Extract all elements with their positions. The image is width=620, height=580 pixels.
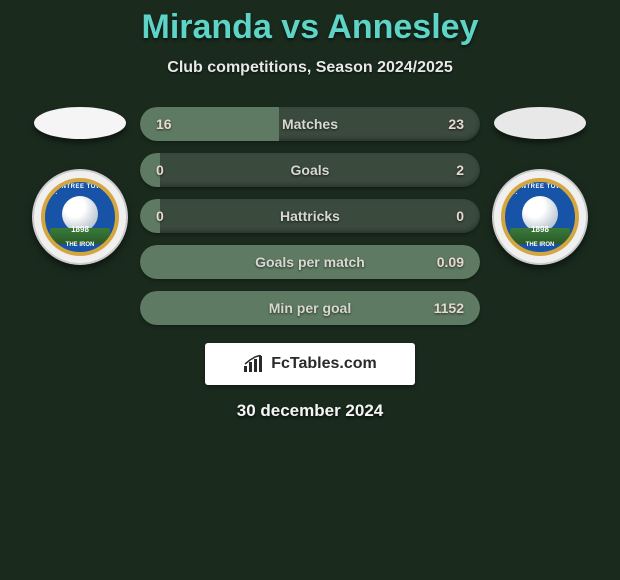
root: Miranda vs Annesley Club competitions, S… (0, 0, 620, 421)
watermark[interactable]: FcTables.com (205, 343, 415, 385)
badge-top-text-left: BRAINTREE TOWN F.C. (45, 184, 115, 196)
stat-bar: Goals per match 0.09 (140, 245, 480, 279)
right-column: BRAINTREE TOWN F.C. 1898 THE IRON (490, 107, 590, 265)
badge-year-left: 1898 (71, 225, 89, 234)
comparison-area: BRAINTREE TOWN F.C. 1898 THE IRON 16 Matc… (0, 107, 620, 325)
stat-bar: 16 Matches 23 (140, 107, 480, 141)
watermark-text: FcTables.com (271, 355, 377, 373)
club-badge-inner-right: BRAINTREE TOWN F.C. 1898 THE IRON (501, 178, 579, 256)
stat-bar: 0 Goals 2 (140, 153, 480, 187)
badge-top-text-right: BRAINTREE TOWN F.C. (505, 184, 575, 196)
badge-year-right: 1898 (531, 225, 549, 234)
stat-right-value: 23 (448, 116, 464, 132)
stat-label: Hattricks (280, 208, 340, 224)
player-photo-placeholder-left (34, 107, 126, 139)
stat-left-value: 0 (156, 162, 164, 178)
stat-label: Min per goal (269, 300, 351, 316)
stat-left-value: 0 (156, 208, 164, 224)
stat-bar: 0 Hattricks 0 (140, 199, 480, 233)
club-badge-inner-left: BRAINTREE TOWN F.C. 1898 THE IRON (41, 178, 119, 256)
left-column: BRAINTREE TOWN F.C. 1898 THE IRON (30, 107, 130, 265)
player-photo-placeholder-right (494, 107, 586, 139)
stat-left-value: 16 (156, 116, 172, 132)
stat-label: Matches (282, 116, 338, 132)
stat-bar: Min per goal 1152 (140, 291, 480, 325)
stat-label: Goals (291, 162, 330, 178)
date-text: 30 december 2024 (0, 401, 620, 421)
chart-icon (243, 355, 265, 373)
club-badge-right: BRAINTREE TOWN F.C. 1898 THE IRON (492, 169, 588, 265)
stat-right-value: 1152 (434, 300, 464, 316)
stat-bars: 16 Matches 23 0 Goals 2 0 Hattricks 0 Goals per m… (140, 107, 480, 325)
stat-right-value: 0.09 (437, 254, 464, 270)
page-title: Miranda vs Annesley (0, 0, 620, 47)
stat-label: Goals per match (255, 254, 365, 270)
badge-bottom-text-left: THE IRON (66, 242, 95, 248)
stat-right-value: 2 (456, 162, 464, 178)
subtitle: Club competitions, Season 2024/2025 (0, 59, 620, 77)
badge-bottom-text-right: THE IRON (526, 242, 555, 248)
club-badge-left: BRAINTREE TOWN F.C. 1898 THE IRON (32, 169, 128, 265)
stat-right-value: 0 (456, 208, 464, 224)
